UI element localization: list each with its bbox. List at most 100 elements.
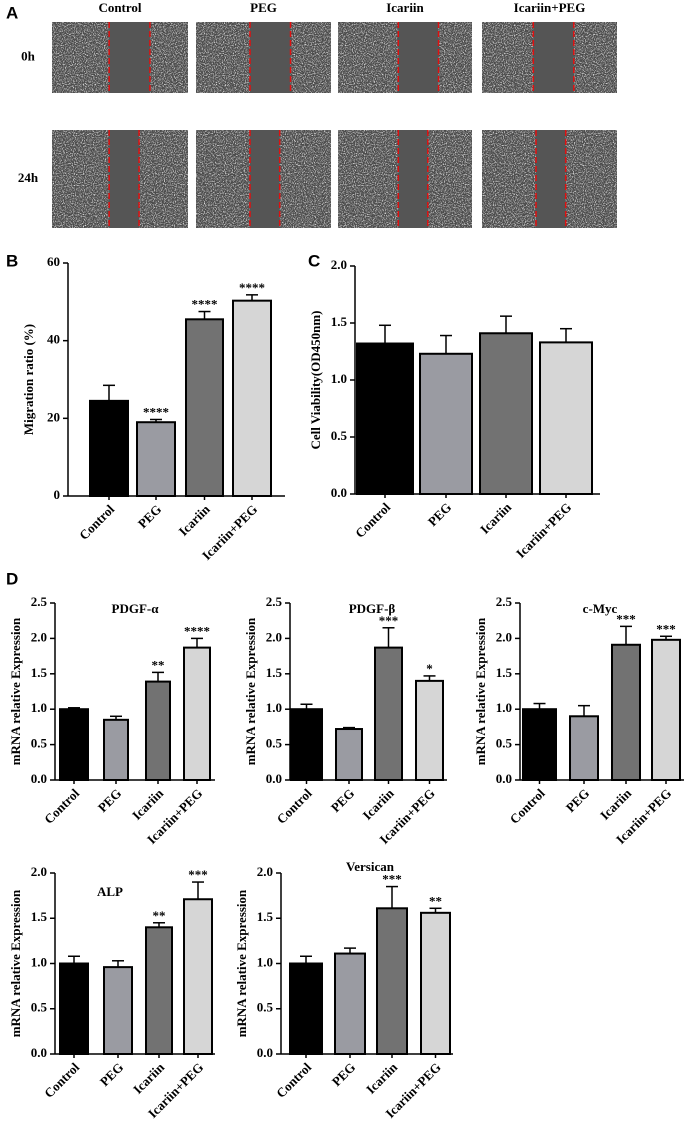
y-axis-label: mRNA relative Expression [8,889,23,1037]
y-tick-label: 0.5 [331,428,348,443]
x-tick-label: Icariin+PEG [513,500,574,561]
x-tick-label: Icariin [176,501,214,539]
bar [185,318,224,497]
x-tick-label: Control [273,1059,314,1100]
x-tick-label: PEG [135,502,165,532]
bar [103,966,133,1055]
y-tick-label: 2.0 [31,864,47,879]
bar [136,421,176,498]
column-label: Icariin+PEG [514,0,586,15]
significance: **** [184,623,210,638]
bar [183,646,211,781]
x-tick-label: Control [41,1059,82,1100]
significance: ** [429,893,442,908]
panel-label: B [6,251,18,270]
y-tick-label: 0.5 [257,1000,274,1015]
y-axis-label: mRNA relative Expression [8,617,23,765]
bar [651,638,681,781]
y-axis-label: mRNA relative Expression [243,617,258,765]
bar [539,341,593,495]
x-tick-label: Icariin [129,785,167,823]
y-tick-label: 20 [47,409,60,424]
x-tick-label: Icariin [363,1059,401,1097]
bar [569,715,599,782]
bar [289,962,323,1055]
significance: * [426,661,433,676]
x-tick-label: Control [41,785,82,826]
scratch [109,22,150,93]
significance: *** [616,611,636,626]
significance: ** [153,908,166,923]
y-tick-label: 1.5 [266,665,283,680]
bar [419,352,473,495]
bar [183,898,213,1055]
row-label: 24h [18,170,39,185]
y-tick-label: 0.0 [331,485,347,500]
scratch [109,130,140,228]
bar [356,342,414,495]
y-tick-label: 1.0 [496,700,512,715]
y-tick-label: 0.0 [266,771,282,786]
y-tick-label: 0.5 [31,736,48,751]
bar [290,708,323,782]
y-tick-label: 0.0 [496,771,512,786]
y-tick-label: 1.0 [31,700,47,715]
column-label: Control [98,0,141,15]
y-tick-label: 40 [47,332,60,347]
bar [420,911,451,1055]
scratch [250,22,291,93]
chart-title: PDGF-β [349,601,396,616]
y-tick-label: 2.0 [257,864,273,879]
x-tick-label: Icariin [477,499,515,537]
bar [103,718,129,782]
y-tick-label: 0.0 [257,1045,273,1060]
x-tick-label: PEG [563,786,593,816]
y-tick-label: 2.5 [496,594,513,609]
column-label: PEG [250,0,277,15]
y-tick-label: 2.0 [331,257,347,272]
x-tick-label: PEG [95,786,125,816]
bar [376,907,408,1055]
y-tick-label: 1.0 [331,371,347,386]
significance: *** [656,621,676,636]
scratch [250,130,280,228]
y-tick-label: 2.5 [266,594,283,609]
chart-title: Versican [346,859,395,874]
y-tick-label: 1.5 [496,665,513,680]
y-tick-label: 2.0 [266,629,282,644]
y-tick-label: 1.5 [257,909,274,924]
bar [232,299,272,497]
y-tick-label: 1.0 [31,954,47,969]
significance: **** [192,297,218,312]
scratch [398,130,428,228]
significance: **** [143,404,169,419]
y-tick-label: 0 [54,487,61,502]
x-tick-label: PEG [329,1060,359,1090]
y-tick-label: 60 [47,254,60,269]
x-tick-label: Icariin [130,1059,168,1097]
y-tick-label: 2.5 [31,594,48,609]
scratch [536,130,566,228]
chart-title: ALP [97,884,123,899]
x-tick-label: PEG [425,500,455,530]
scratch [398,22,439,93]
bar [145,926,173,1055]
x-tick-label: Control [76,501,117,542]
y-axis-label: Migration ratio (%) [21,324,36,435]
x-tick-label: PEG [97,1060,127,1090]
x-tick-label: PEG [328,786,358,816]
row-label: 0h [21,48,36,63]
bar [522,708,557,782]
bar [145,680,171,782]
x-tick-label: Icariin [360,785,398,823]
significance: **** [239,280,265,295]
y-tick-label: 1.5 [331,314,348,329]
bar [59,708,89,782]
x-tick-label: Control [507,785,548,826]
bar [479,332,533,496]
bar [415,679,444,782]
y-axis-label: mRNA relative Expression [234,889,249,1037]
chart-title: PDGF-α [112,601,160,616]
y-tick-label: 0.5 [31,1000,48,1015]
